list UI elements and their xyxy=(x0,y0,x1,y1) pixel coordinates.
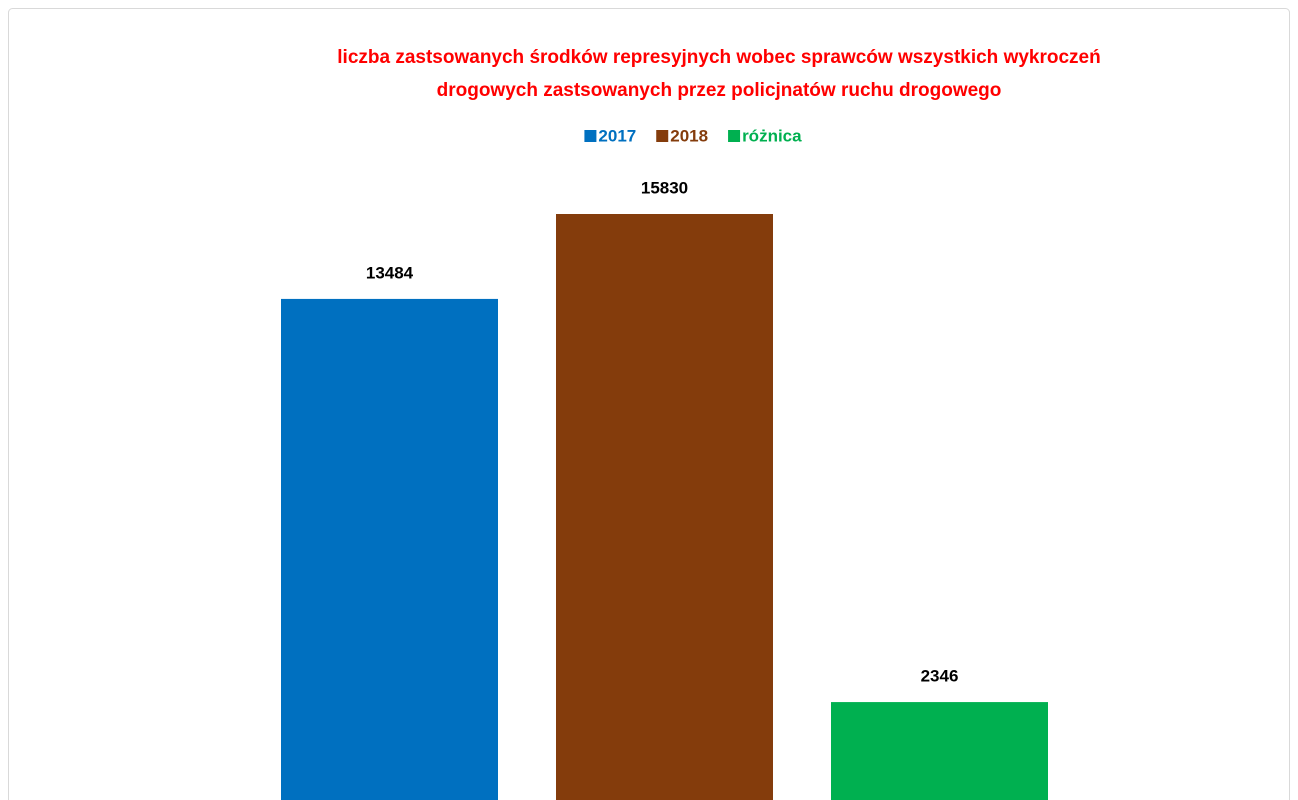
bar xyxy=(831,702,1048,800)
data-label: 15830 xyxy=(641,178,688,197)
bar xyxy=(281,298,498,800)
legend-swatch xyxy=(584,130,597,142)
legend-swatch xyxy=(656,130,669,142)
legend-swatch xyxy=(728,130,741,142)
legend-label: różnica xyxy=(742,126,802,145)
chart-title: liczba zastsowanych środków represyjnych… xyxy=(337,47,1100,68)
data-label: 13484 xyxy=(366,263,414,282)
chart-title: drogowych zastsowanych przez policjnatów… xyxy=(437,80,1002,101)
legend-label: 2017 xyxy=(598,126,636,145)
legend-label: 2018 xyxy=(670,126,708,145)
bar xyxy=(556,214,773,800)
data-label: 2346 xyxy=(921,667,959,686)
